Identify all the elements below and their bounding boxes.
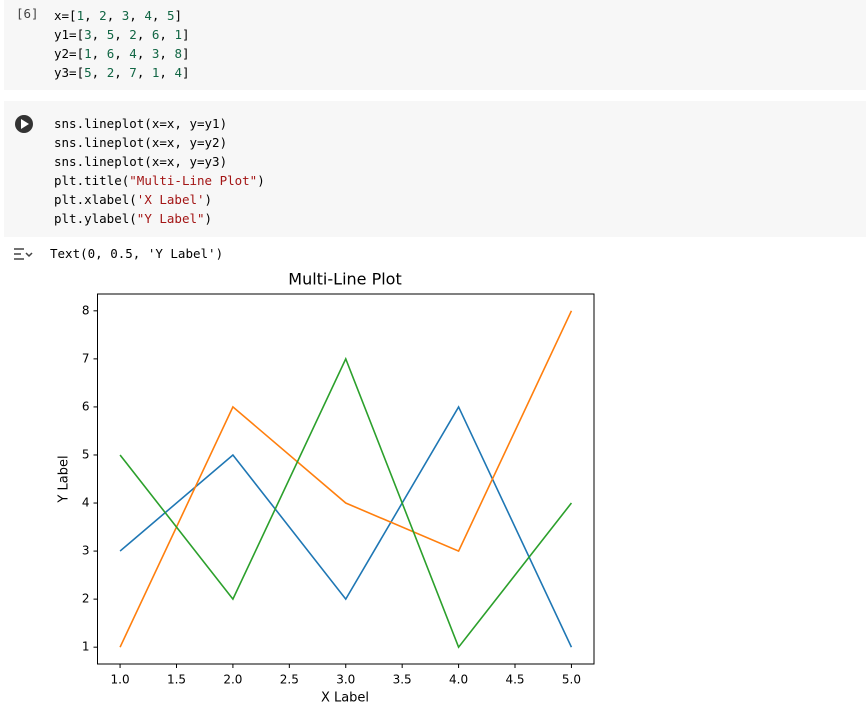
y-tick-label: 4 [82, 496, 90, 510]
y-tick-label: 8 [82, 303, 90, 317]
x-tick-label: 5.0 [562, 673, 581, 687]
code-block: sns.lineplot(x=x, y=y1) sns.lineplot(x=x,… [54, 114, 265, 228]
x-tick-label: 4.5 [505, 673, 524, 687]
y-tick-label: 6 [82, 399, 90, 413]
output-toggle[interactable] [12, 245, 34, 265]
execution-count: [6] [16, 6, 39, 21]
x-tick-label: 3.5 [393, 673, 412, 687]
code-line: y3=[5, 2, 7, 1, 4] [54, 65, 190, 80]
code-line: sns.lineplot(x=x, y=y1) [54, 116, 228, 131]
code-cell: [6] x=[1, 2, 3, 4, 5] y1=[3, 5, 2, 6, 1] y… [4, 0, 866, 90]
data-line [119, 356, 573, 649]
code-line: sns.lineplot(x=x, y=y2) [54, 135, 228, 150]
x-tick-label: 4.0 [449, 673, 468, 687]
chart-title: Multi-Line Plot [288, 270, 401, 289]
y-axis-label: Y Label [57, 455, 72, 503]
x-tick-label: 3.0 [336, 673, 355, 687]
y-tick-label: 7 [82, 351, 90, 365]
plot-frame [97, 293, 595, 665]
y-tick-label: 5 [82, 447, 90, 461]
x-axis-label: X Label [321, 691, 369, 706]
code-line: y1=[3, 5, 2, 6, 1] [54, 27, 190, 42]
run-button[interactable] [14, 114, 36, 136]
x-tick-label: 2.5 [280, 673, 299, 687]
code-block: x=[1, 2, 3, 4, 5] y1=[3, 5, 2, 6, 1] y2=[1… [54, 6, 190, 82]
output-text: Text(0, 0.5, 'Y Label') [50, 246, 224, 261]
data-line [119, 310, 573, 648]
code-line: plt.title("Multi-Line Plot") [54, 173, 265, 188]
y-tick-label: 1 [82, 640, 90, 654]
x-tick-label: 1.0 [111, 673, 130, 687]
y-tick-label: 2 [82, 592, 90, 606]
code-line: x=[1, 2, 3, 4, 5] [54, 8, 183, 23]
data-line [119, 405, 573, 648]
y-tick-label: 3 [82, 544, 90, 558]
code-line: sns.lineplot(x=x, y=y3) [54, 154, 228, 169]
code-line: plt.ylabel("Y Label") [54, 211, 213, 226]
x-tick-label: 1.5 [167, 673, 186, 687]
x-tick-label: 2.0 [223, 673, 242, 687]
code-line: y2=[1, 6, 4, 3, 8] [54, 46, 190, 61]
code-cell: sns.lineplot(x=x, y=y1) sns.lineplot(x=x,… [4, 101, 866, 237]
code-line: plt.xlabel('X Label') [54, 192, 213, 207]
